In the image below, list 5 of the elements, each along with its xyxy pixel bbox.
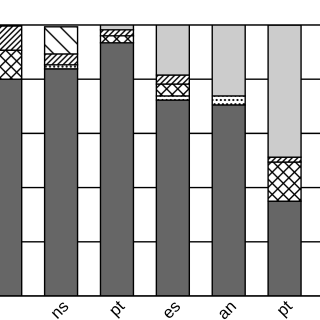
x-tick-label: ns <box>52 301 70 320</box>
x-tick-label: es <box>163 301 182 320</box>
x-tick-label: pt <box>108 300 128 319</box>
x-tick-label: an <box>218 302 237 320</box>
x-tick-label: pt <box>276 300 296 319</box>
